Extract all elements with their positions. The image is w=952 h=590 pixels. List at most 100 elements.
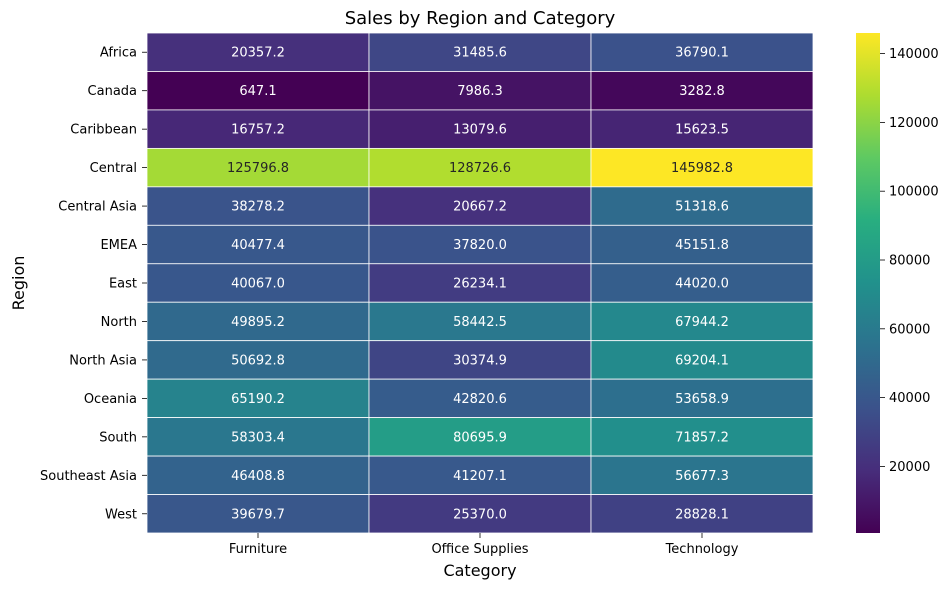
cell-value-label: 42820.6	[453, 392, 507, 407]
x-tick-label: Technology	[665, 542, 739, 557]
cell-value-label: 46408.8	[231, 469, 285, 484]
heatmap-cell	[368, 494, 592, 534]
y-tick-label: North	[101, 315, 137, 330]
colorbar-ticks: 20000 40000 60000 80000 100000 120000 140000	[880, 47, 939, 475]
cell-value-label: 53658.9	[675, 392, 729, 407]
cell-value-label: 36790.1	[675, 46, 729, 61]
heatmap-cell	[590, 71, 814, 111]
colorbar: 20000 40000 60000 80000 100000 120000 140000	[856, 33, 939, 533]
cell-value-label: 31485.6	[453, 46, 507, 61]
heatmap-cell	[590, 378, 814, 419]
colorbar-gradient	[856, 33, 880, 533]
heatmap-cell	[590, 455, 814, 495]
x-tick-labels: Furniture Office Supplies Technology	[229, 533, 739, 557]
heatmap-cell	[368, 224, 592, 265]
heatmap-cell	[590, 32, 814, 72]
heatmap-cell	[368, 455, 592, 495]
heatmap-cell	[368, 71, 592, 111]
heatmap-cell	[368, 109, 592, 149]
heatmap-cell	[368, 378, 592, 419]
cell-value-label: 49895.2	[231, 315, 285, 330]
cell-value-label: 51318.6	[675, 200, 729, 215]
cell-value-label: 40067.0	[231, 277, 285, 292]
chart-title: Sales by Region and Category	[345, 8, 616, 29]
heatmap-cell	[146, 494, 370, 534]
colorbar-tick-label: 120000	[889, 116, 939, 131]
cell-value-label: 41207.1	[453, 469, 507, 484]
cell-value-label: 125796.8	[227, 161, 289, 176]
colorbar-tick-label: 40000	[889, 391, 930, 406]
cell-value-label: 45151.8	[675, 238, 729, 253]
cell-value-label: 26234.1	[453, 277, 507, 292]
heatmap-cell	[146, 147, 370, 188]
cell-value-label: 58303.4	[231, 430, 285, 445]
heatmap-cell	[146, 340, 370, 380]
cell-value-label: 38278.2	[231, 200, 285, 215]
y-tick-label: Central	[90, 161, 137, 176]
heatmap-cell	[146, 186, 370, 226]
heatmap-cell	[590, 301, 814, 342]
cell-value-label: 37820.0	[453, 238, 507, 253]
y-tick-label: EMEA	[100, 238, 137, 253]
heatmap-cell	[590, 186, 814, 226]
cell-value-label: 16757.2	[231, 123, 285, 138]
heatmap-cell	[590, 417, 814, 457]
heatmap-cell	[368, 301, 592, 342]
heatmap-cell	[146, 301, 370, 342]
y-tick-label: Oceania	[84, 392, 137, 407]
cell-value-label: 58442.5	[453, 315, 507, 330]
colorbar-tick-label: 140000	[889, 47, 939, 62]
colorbar-tick-label: 20000	[889, 460, 930, 475]
y-axis-title: Region	[9, 256, 28, 311]
cell-value-label: 40477.4	[231, 238, 285, 253]
cell-value-label: 15623.5	[675, 123, 729, 138]
x-tick-label: Office Supplies	[431, 542, 528, 557]
heatmap-cell	[368, 186, 592, 226]
cell-value-label: 44020.0	[675, 277, 729, 292]
y-tick-label: Central Asia	[58, 200, 137, 215]
y-tick-label: West	[105, 507, 137, 522]
cell-value-label: 13079.6	[453, 123, 507, 138]
y-tick-label: Southeast Asia	[40, 469, 137, 484]
cell-value-label: 80695.9	[453, 430, 507, 445]
cell-value-label: 67944.2	[675, 315, 729, 330]
cell-value-label: 39679.7	[231, 507, 285, 522]
colorbar-tick-label: 100000	[889, 185, 939, 200]
colorbar-tick-label: 60000	[889, 322, 930, 337]
y-tick-labels: Africa Canada Caribbean Central Central Asia…	[40, 46, 147, 522]
cell-value-label: 3282.8	[679, 84, 725, 99]
heatmap-cell	[590, 147, 814, 188]
heatmap-cell	[146, 417, 370, 457]
y-tick-label: North Asia	[69, 353, 137, 368]
heatmap-cell	[590, 263, 814, 303]
cell-value-label: 71857.2	[675, 430, 729, 445]
heatmap-cells: 20357.2 31485.6 36790.1 647.1 7986.3 3282.8 16…	[146, 32, 814, 534]
cell-value-label: 56677.3	[675, 469, 729, 484]
heatmap-cell	[146, 32, 370, 72]
y-tick-label: Canada	[88, 84, 137, 99]
cell-value-label: 30374.9	[453, 353, 507, 368]
cell-value-label: 7986.3	[457, 84, 503, 99]
cell-value-label: 65190.2	[231, 392, 285, 407]
cell-value-label: 25370.0	[453, 507, 507, 522]
heatmap-cell	[590, 224, 814, 265]
heatmap-cell	[590, 494, 814, 534]
heatmap-cell	[146, 378, 370, 419]
cell-value-label: 20357.2	[231, 46, 285, 61]
y-tick-label: Caribbean	[70, 123, 137, 138]
x-tick-label: Furniture	[229, 542, 287, 557]
cell-value-label: 128726.6	[449, 161, 511, 176]
cell-value-label: 50692.8	[231, 353, 285, 368]
x-axis-title: Category	[443, 561, 516, 580]
cell-value-label: 145982.8	[671, 161, 733, 176]
cell-value-label: 20667.2	[453, 200, 507, 215]
colorbar-tick-label: 80000	[889, 254, 930, 269]
heatmap-cell	[590, 340, 814, 380]
heatmap-cell	[368, 263, 592, 303]
heatmap-cell	[146, 71, 370, 111]
y-tick-label: South	[99, 430, 137, 445]
y-tick-label: Africa	[100, 46, 137, 61]
y-tick-label: East	[109, 277, 137, 292]
cell-value-label: 28828.1	[675, 507, 729, 522]
